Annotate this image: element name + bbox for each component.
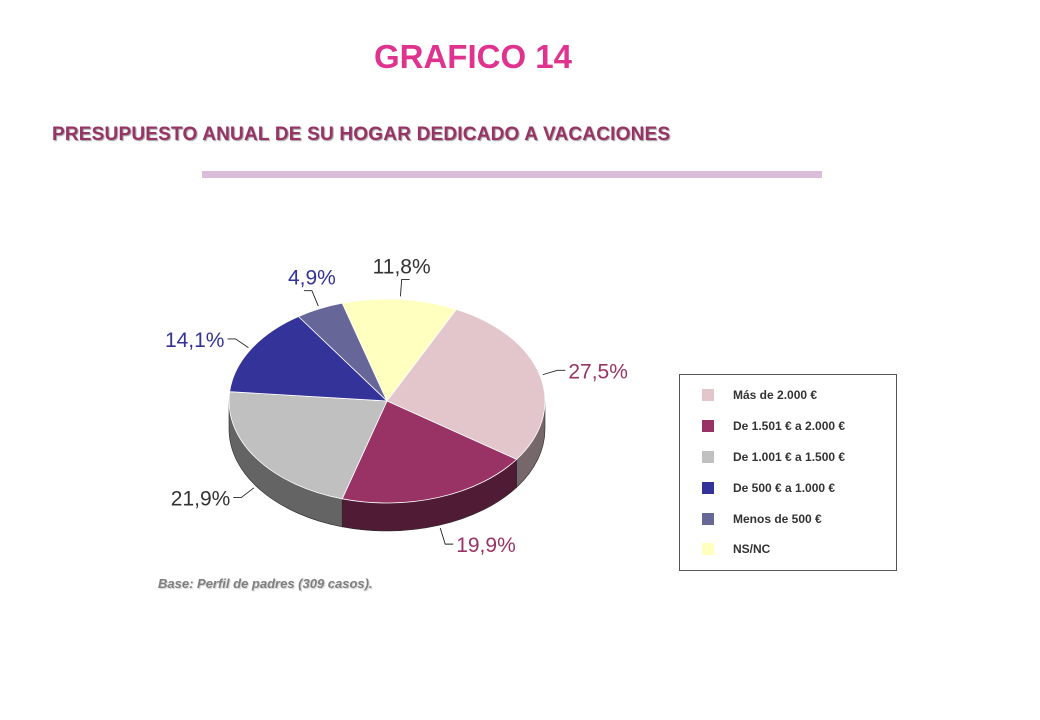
- leader-line: [439, 527, 454, 545]
- leader-line: [303, 290, 319, 307]
- chart-legend: Más de 2.000 € De 1.501 € a 2.000 € De 1…: [679, 374, 897, 571]
- pie-slice: [341, 298, 457, 402]
- legend-swatch: [702, 513, 714, 525]
- pie-data-label: 14,1%: [165, 329, 225, 352]
- legend-item: De 1.501 € a 2.000 €: [702, 418, 845, 434]
- legend-item: De 1.001 € a 1.500 €: [702, 449, 845, 465]
- base-note: Base: Perfil de padres (309 casos).: [158, 576, 373, 591]
- pie-slice: [229, 316, 389, 402]
- pie-data-label: 27,5%: [568, 360, 628, 383]
- chart-subtitle: PRESUPUESTO ANUAL DE SU HOGAR DEDICADO A…: [52, 124, 671, 145]
- leader-line: [399, 278, 410, 297]
- legend-swatch: [702, 451, 714, 463]
- pie-slice: [386, 308, 546, 460]
- legend-item: De 500 € a 1.000 €: [702, 480, 835, 496]
- pie-slices: [228, 298, 546, 504]
- legend-item: Más de 2.000 €: [702, 387, 817, 403]
- pie-data-label: 21,9%: [171, 487, 231, 510]
- legend-item: Menos de 500 €: [702, 511, 822, 527]
- leader-line: [233, 487, 255, 498]
- pie-data-labels: 27,5% 19,9% 21,9% 14,1% 4,9% 11,8%: [165, 255, 628, 557]
- legend-swatch: [702, 389, 714, 401]
- pie-slice: [341, 400, 518, 504]
- legend-label: De 1.001 € a 1.500 €: [733, 450, 846, 464]
- legend-label: Más de 2.000 €: [733, 388, 818, 402]
- leader-line: [542, 369, 566, 376]
- pie-data-label: 11,8%: [373, 255, 431, 278]
- legend-swatch: [702, 482, 714, 494]
- pie-data-label: 4,9%: [288, 267, 336, 290]
- title-divider: [202, 171, 822, 178]
- legend-swatch: [702, 543, 714, 555]
- legend-label: De 500 € a 1.000 €: [733, 481, 836, 495]
- pie-slice: [228, 391, 388, 500]
- leader-line: [227, 338, 249, 348]
- chart-title: GRAFICO 14: [373, 38, 573, 75]
- legend-label: NS/NC: [733, 542, 771, 556]
- legend-item: NS/NC: [702, 541, 770, 557]
- pie-data-label: 19,9%: [456, 534, 516, 557]
- legend-swatch: [702, 420, 714, 432]
- legend-label: De 1.501 € a 2.000 €: [733, 419, 846, 433]
- legend-label: Menos de 500 €: [733, 512, 822, 526]
